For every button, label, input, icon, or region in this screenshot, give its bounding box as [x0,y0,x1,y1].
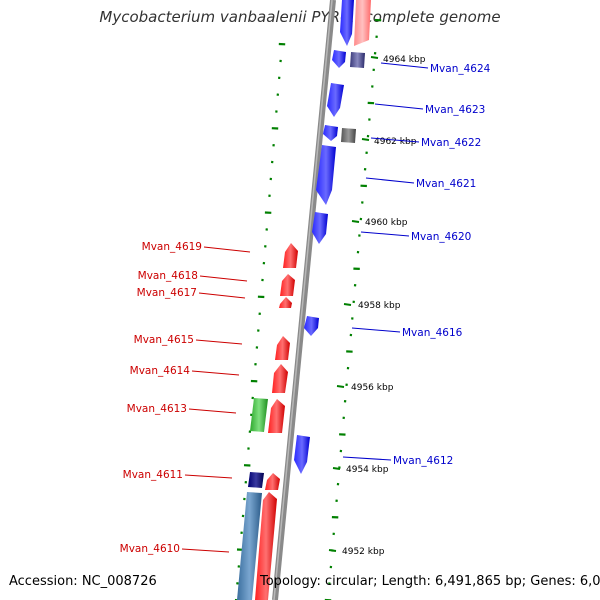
gene-arrow-mvan-4611[interactable] [265,473,280,490]
reverse-strand-genes [237,0,371,600]
gene-label[interactable]: Mvan_4624 [430,63,491,75]
gene-arrow-mvan-4613[interactable] [268,399,285,433]
gene-arrow-mvan-4626[interactable] [354,0,371,46]
gene-arrow-mvan-4622[interactable] [323,125,338,141]
gene-label[interactable]: Mvan_4612 [393,455,453,467]
gene-block-mvan-4611-navy[interactable] [248,472,264,488]
gene-label[interactable]: Mvan_4620 [411,231,471,243]
gene-label[interactable]: Mvan_4613 [127,403,187,415]
topology-label: Topology: circular; Length: 6,491,865 bp… [260,574,600,589]
scale-label: 4958 kbp [358,301,401,311]
gene-label[interactable]: Mvan_4619 [142,241,202,253]
gene-arrow-mvan-4620[interactable] [312,212,328,244]
gene-arrow-mvan-4614[interactable] [272,364,288,393]
gene-block-mvan-4610-steel[interactable] [237,492,262,600]
gene-block-mvan-4624b[interactable] [350,52,365,68]
gene-label[interactable]: Mvan_4614 [130,365,191,377]
gene-arrow-mvan-4617[interactable] [279,297,292,308]
gene-arrow-mvan-4624[interactable] [332,50,346,68]
gene-label[interactable]: Mvan_4617 [137,287,197,299]
scale-label: 4952 kbp [342,547,385,557]
map-title: Mycobacterium vanbaalenii PYR-1, complet… [99,8,501,26]
gene-label[interactable]: Mvan_4611 [123,469,183,481]
outer-tick-ring-right [324,18,382,600]
gene-arrow-mvan-4625[interactable] [340,0,354,46]
scale-label: 4960 kbp [365,218,408,228]
gene-label[interactable]: Mvan_4618 [138,270,198,282]
gene-label[interactable]: Mvan_4623 [425,104,485,116]
reverse-gene-labels: Mvan_4619 Mvan_4618 Mvan_4617 Mvan_4615 … [120,241,251,555]
gene-label[interactable]: Mvan_4616 [402,327,463,339]
gene-arrow-mvan-4615[interactable] [275,336,290,360]
gene-arrow-mvan-4612[interactable] [294,435,310,474]
gene-arrow-mvan-4610[interactable] [255,492,277,600]
gene-block-mvan-4613-rna[interactable] [250,398,268,432]
gene-arrow-mvan-4616[interactable] [304,316,319,336]
gene-arrow-mvan-4618[interactable] [280,274,295,296]
scale-label: 4956 kbp [351,383,394,393]
gene-block-mvan-4622b[interactable] [341,128,356,143]
gene-arrow-mvan-4619[interactable] [283,243,298,268]
gene-arrow-mvan-4621[interactable] [316,145,336,205]
scale-labels: 4964 kbp 4962 kbp 4960 kbp 4958 kbp 4956… [342,55,426,557]
scale-label: 4954 kbp [346,465,389,475]
gene-label[interactable]: Mvan_4622 [421,137,481,149]
forward-strand-genes [294,0,365,474]
gene-label[interactable]: Mvan_4621 [416,178,476,190]
genome-backbone [272,0,336,600]
scale-label: 4964 kbp [383,55,426,65]
gene-label[interactable]: Mvan_4615 [134,334,194,346]
outer-tick-ring-left [234,42,286,600]
accession-label: Accession: NC_008726 [9,574,157,589]
scale-label: 4962 kbp [374,137,417,147]
gene-label[interactable]: Mvan_4610 [120,543,180,555]
forward-gene-labels: Mvan_4624 Mvan_4623 Mvan_4622 Mvan_4621 … [342,62,491,467]
gene-arrow-mvan-4623[interactable] [327,83,344,117]
scale-ticks [328,56,379,552]
